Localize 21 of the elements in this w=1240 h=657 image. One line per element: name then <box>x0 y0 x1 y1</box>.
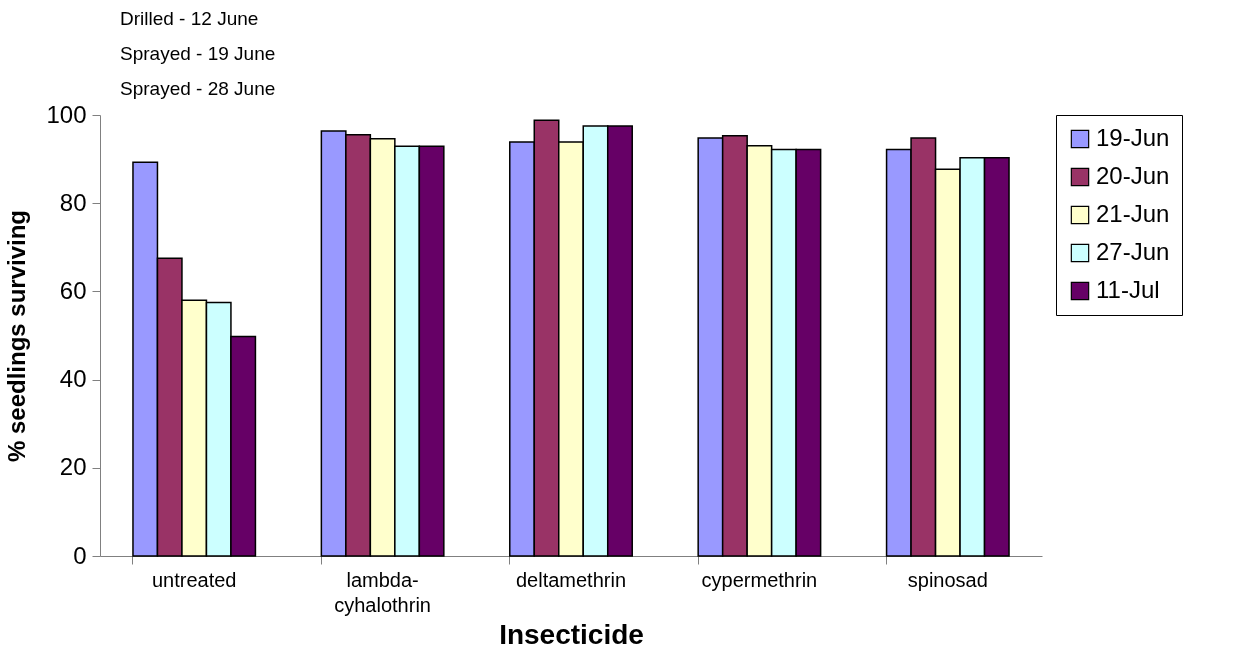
y-tick-label: 20 <box>59 453 87 481</box>
legend-label: 27-Jun <box>1096 238 1170 265</box>
text: Sprayed - 19 June <box>120 43 276 64</box>
y-tick-label: 80 <box>59 188 87 216</box>
x-tick-label: cypermethrin <box>701 568 818 591</box>
x-tick-label: spinosad <box>907 568 988 591</box>
y-tick-label: 60 <box>59 276 87 304</box>
x-tick-label: lambda-cyhalothrin <box>334 568 431 616</box>
legend-label: 11-Jul <box>1096 276 1160 303</box>
y-axis-title: % seedlings surviving <box>3 209 31 463</box>
x-tick-label: deltamethrin <box>515 568 627 591</box>
x-axis-title: Insecticide <box>499 618 644 650</box>
legend-label: 20-Jun <box>1096 162 1170 189</box>
x-tick-label: untreated <box>151 568 237 591</box>
text: Sprayed - 28 June <box>120 78 276 99</box>
y-tick-label: 100 <box>46 100 87 128</box>
legend-label: 21-Jun <box>1096 200 1170 227</box>
legend-label: 19-Jun <box>1096 124 1170 151</box>
y-tick-label: 0 <box>73 541 87 569</box>
text: Drilled - 12 June <box>120 8 259 29</box>
y-tick-label: 40 <box>59 365 87 393</box>
